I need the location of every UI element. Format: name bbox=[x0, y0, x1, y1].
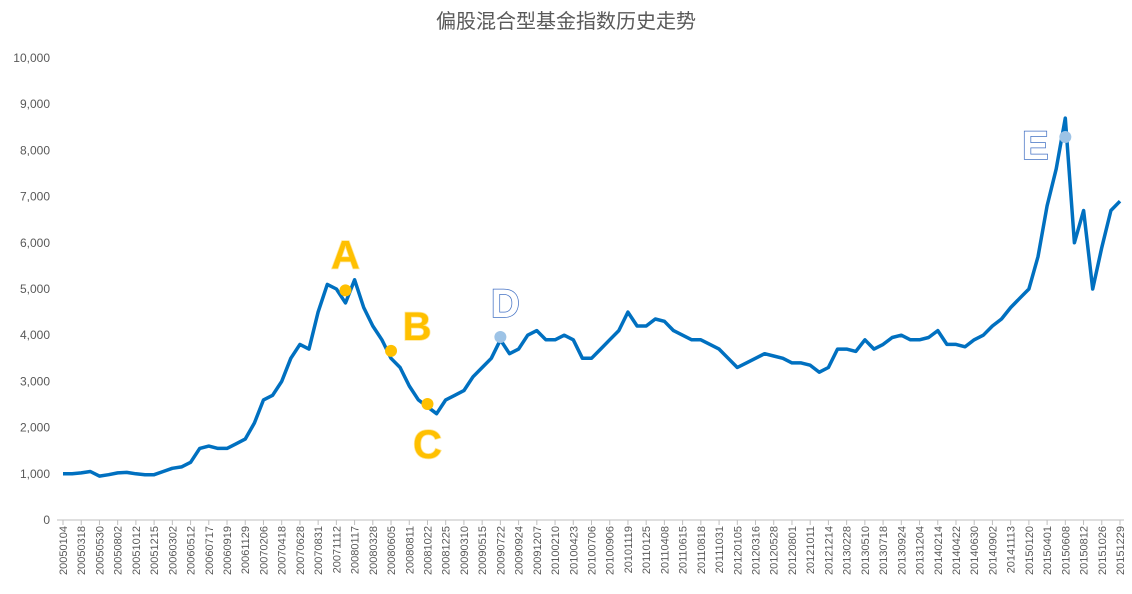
x-tick-label: 20100210 bbox=[550, 526, 562, 575]
x-tick-label: 20100706 bbox=[587, 526, 599, 575]
x-tick-label: 20060717 bbox=[204, 526, 216, 575]
y-tick-label: 8,000 bbox=[20, 143, 50, 157]
x-tick-label: 20151026 bbox=[1097, 526, 1109, 575]
x-tick-label: 20131204 bbox=[915, 526, 927, 575]
x-tick-label: 20080117 bbox=[350, 526, 362, 574]
x-tick-label: 20111031 bbox=[714, 526, 726, 573]
annotation-label: D bbox=[491, 282, 520, 326]
x-tick-label: 20121011 bbox=[805, 526, 817, 574]
x-tick-label: 20070206 bbox=[258, 526, 270, 575]
x-tick-label: 20150401 bbox=[1042, 526, 1054, 575]
annotation-marker bbox=[385, 344, 398, 357]
x-tick-label: 20050318 bbox=[76, 526, 88, 575]
x-tick-label: 20101119 bbox=[623, 526, 635, 573]
x-tick-label: 20091207 bbox=[532, 526, 544, 575]
x-tick-label: 20060302 bbox=[167, 526, 179, 575]
y-tick-label: 10,000 bbox=[13, 51, 50, 65]
x-tick-label: 20060919 bbox=[222, 526, 234, 575]
x-tick-label: 20071112 bbox=[331, 526, 343, 573]
y-tick-label: 5,000 bbox=[20, 282, 50, 296]
x-tick-label: 20130718 bbox=[878, 526, 890, 575]
x-tick-label: 20090310 bbox=[459, 526, 471, 575]
annotation-marker bbox=[421, 398, 434, 411]
annotation-marker bbox=[494, 331, 507, 344]
x-tick-label: 20080811 bbox=[404, 526, 416, 574]
y-tick-label: 0 bbox=[43, 513, 50, 527]
x-tick-label: 20110615 bbox=[678, 526, 690, 574]
x-tick-label: 20051012 bbox=[131, 526, 143, 575]
x-tick-label: 20110125 bbox=[641, 526, 653, 574]
x-tick-label: 20100423 bbox=[568, 526, 580, 575]
line-series bbox=[63, 116, 1122, 478]
x-tick-label: 20050104 bbox=[58, 526, 70, 575]
x-tick-label: 20070831 bbox=[313, 526, 325, 575]
x-tick-label: 20070418 bbox=[277, 526, 289, 575]
x-tick-label: 20081225 bbox=[441, 526, 453, 575]
chart-title: 偏股混合型基金指数历史走势 bbox=[436, 10, 696, 33]
x-tick-label: 20140630 bbox=[969, 526, 981, 575]
annotation-marker bbox=[339, 284, 352, 297]
x-tick-label: 20060512 bbox=[186, 526, 198, 575]
annotation-marker bbox=[1059, 131, 1072, 144]
x-tick-label: 20141113 bbox=[1006, 526, 1018, 573]
y-tick-label: 6,000 bbox=[20, 236, 50, 250]
x-tick-label: 20081022 bbox=[422, 526, 434, 575]
x-tick-label: 20150608 bbox=[1060, 526, 1072, 575]
y-tick-label: 3,000 bbox=[20, 374, 50, 388]
y-tick-label: 2,000 bbox=[20, 421, 50, 435]
y-tick-label: 7,000 bbox=[20, 190, 50, 204]
x-tick-label: 20110408 bbox=[659, 526, 671, 574]
x-tick-label: 20120316 bbox=[751, 526, 763, 575]
y-tick-label: 1,000 bbox=[20, 467, 50, 481]
x-tick-label: 20070628 bbox=[295, 526, 307, 575]
x-tick-label: 20151229 bbox=[1115, 526, 1127, 575]
annotation-label: E bbox=[1022, 124, 1049, 168]
x-tick-label: 20150120 bbox=[1024, 526, 1036, 575]
x-tick-label: 20110818 bbox=[696, 526, 708, 574]
x-tick-label: 20061129 bbox=[240, 526, 252, 574]
x-tick-label: 20120528 bbox=[769, 526, 781, 575]
x-tick-label: 20130510 bbox=[860, 526, 872, 575]
x-tick-label: 20080328 bbox=[368, 526, 380, 575]
x-tick-label: 20130228 bbox=[842, 526, 854, 575]
x-tick-label: 20150812 bbox=[1079, 526, 1091, 575]
x-tick-label: 20140214 bbox=[933, 526, 945, 575]
x-tick-label: 20130924 bbox=[896, 526, 908, 575]
annotation-label: B bbox=[403, 305, 432, 349]
x-tick-label: 20051215 bbox=[149, 526, 161, 575]
x-tick-label: 20090515 bbox=[477, 526, 489, 575]
y-tick-label: 9,000 bbox=[20, 97, 50, 111]
x-tick-label: 20120105 bbox=[732, 526, 744, 575]
x-tick-label: 20140422 bbox=[951, 526, 963, 575]
x-tick-label: 20090722 bbox=[495, 526, 507, 575]
annotation-label: A bbox=[331, 233, 360, 277]
x-tick-label: 20121214 bbox=[823, 526, 835, 575]
x-tick-label: 20120801 bbox=[787, 526, 799, 575]
x-tick-label: 20050802 bbox=[113, 526, 125, 575]
x-tick-label: 20140902 bbox=[987, 526, 999, 575]
annotation-label: C bbox=[413, 423, 442, 467]
x-tick-label: 20080605 bbox=[386, 526, 398, 575]
x-tick-label: 20100906 bbox=[605, 526, 617, 575]
y-tick-label: 4,000 bbox=[20, 328, 50, 342]
x-tick-label: 20090924 bbox=[514, 526, 526, 575]
x-tick-label: 20050530 bbox=[94, 526, 106, 575]
